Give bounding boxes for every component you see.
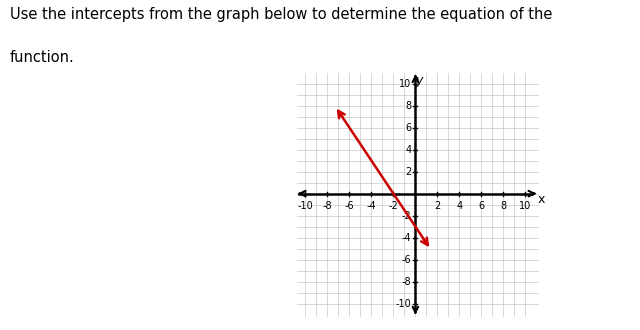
Text: -4: -4 [402,233,412,243]
Text: y: y [415,74,422,87]
Text: x: x [538,193,545,206]
Text: Use the intercepts from the graph below to determine the equation of the: Use the intercepts from the graph below … [10,7,552,21]
Text: 4: 4 [405,145,412,154]
Text: -2: -2 [388,201,398,211]
Text: -6: -6 [402,255,412,265]
Text: function.: function. [10,50,74,64]
Text: -8: -8 [402,277,412,286]
Text: -10: -10 [298,201,313,211]
Text: 4: 4 [456,201,463,211]
Text: 2: 2 [435,201,440,211]
Text: 8: 8 [500,201,506,211]
Text: 2: 2 [405,167,412,177]
Text: 6: 6 [478,201,484,211]
Text: -2: -2 [402,211,412,220]
Text: 10: 10 [399,79,412,88]
Text: -6: -6 [344,201,354,211]
Text: 8: 8 [405,101,412,111]
Text: -4: -4 [367,201,376,211]
Text: -8: -8 [323,201,332,211]
Text: -10: -10 [396,299,412,309]
Text: 6: 6 [405,123,412,133]
Text: 10: 10 [519,201,532,211]
